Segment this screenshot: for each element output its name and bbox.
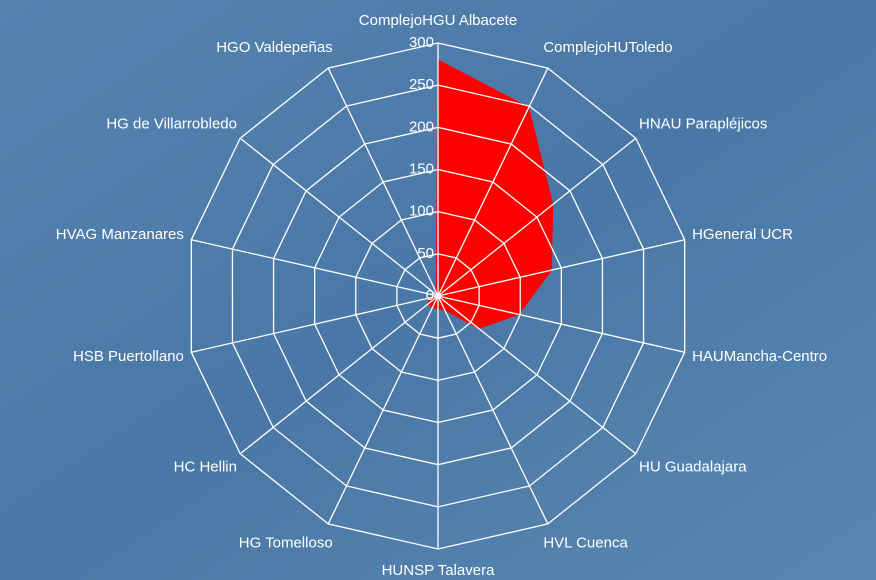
axis-line bbox=[191, 295, 439, 353]
category-label: HU Guadalajara bbox=[639, 458, 747, 475]
axis-line bbox=[437, 239, 685, 297]
category-label: HG de Villarrobledo bbox=[106, 116, 237, 133]
category-label: HC Hellin bbox=[174, 458, 237, 475]
tick-label: 50 bbox=[417, 245, 434, 262]
category-label: HUNSP Talavera bbox=[382, 562, 495, 579]
axis-line bbox=[437, 295, 685, 353]
category-label: HVL Cuenca bbox=[543, 535, 628, 552]
category-label: HVAG Manzanares bbox=[56, 226, 184, 243]
category-label: HG Tomelloso bbox=[239, 535, 333, 552]
tick-label: 150 bbox=[409, 160, 434, 177]
category-label: HGeneral UCR bbox=[692, 226, 793, 243]
category-label: HAUMancha-Centro bbox=[692, 348, 827, 365]
tick-label: 300 bbox=[409, 34, 434, 51]
axis-line bbox=[437, 295, 637, 455]
tick-label: 0 bbox=[426, 287, 434, 304]
category-label: HGO Valdepeñas bbox=[216, 39, 332, 56]
axis-line bbox=[239, 137, 439, 297]
category-label: ComplejoHUToledo bbox=[543, 39, 672, 56]
axis-line bbox=[437, 137, 637, 297]
tick-label: 200 bbox=[409, 118, 434, 135]
category-label: ComplejoHGU Albacete bbox=[359, 12, 517, 29]
axis-line bbox=[437, 295, 549, 525]
axis-line bbox=[437, 67, 549, 297]
category-label: HSB Puertollano bbox=[73, 348, 184, 365]
tick-label: 100 bbox=[409, 203, 434, 220]
category-label: HNAU Parapléjicos bbox=[639, 116, 767, 133]
axis-line bbox=[327, 295, 439, 525]
axis-line bbox=[327, 67, 439, 297]
tick-label: 250 bbox=[409, 76, 434, 93]
axis-line bbox=[191, 239, 439, 297]
axis-line bbox=[239, 295, 439, 455]
